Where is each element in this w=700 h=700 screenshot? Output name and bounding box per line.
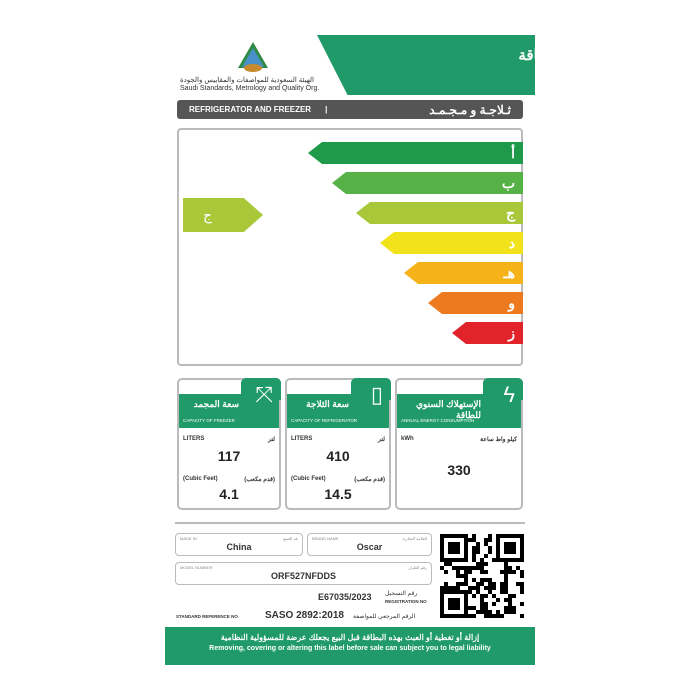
- footer-ar: إزالة أو تغطية أو العبث بهذه البطاقة قبل…: [220, 633, 480, 642]
- lightning-icon: ϟ: [503, 382, 515, 407]
- origin-field: MADE IN بلد الصنع China: [175, 533, 303, 556]
- label-title-ar: بطاقة كفاءة الطاقة: [518, 47, 638, 64]
- rating-indicator: ج: [183, 198, 263, 232]
- model-label-en: MODEL NUMBER: [180, 565, 213, 570]
- energy-value: 330: [447, 462, 471, 478]
- fridge-title-en: CAPACITY OF REFRIGERATOR: [291, 418, 358, 423]
- freezer-title-ar: سعة المجمد: [193, 399, 239, 409]
- energy-class-bar: و: [428, 292, 523, 314]
- label-title-en: ENERGY EFFICIENCY LABEL: [539, 75, 638, 82]
- cuft-label-en: (Cubic Feet): [291, 476, 326, 482]
- origin-label-en: MADE IN: [180, 536, 197, 541]
- brand-value: Oscar: [356, 542, 383, 552]
- liters-label-ar: لتر: [268, 437, 275, 443]
- standard-label-ar: الرقم المرجعي للمواصفة: [353, 614, 416, 620]
- origin-label-ar: بلد الصنع: [283, 536, 298, 541]
- qr-code: [440, 534, 524, 618]
- energy-title-en: ANNUAL ENERGY CONSUMPTION: [401, 418, 475, 423]
- energy-class-bar: ز: [452, 322, 523, 344]
- energy-title-ar: الإستهلاك السنوي للطاقة: [415, 399, 481, 420]
- fridge-cuft: 14.5: [324, 486, 352, 502]
- model-value: ORF527NFDDS: [270, 571, 336, 581]
- brand-label-en: BRAND NAME: [312, 536, 339, 541]
- standard-number: SASO 2892:2018: [265, 610, 344, 621]
- brand-field: BRAND NAME العلامة التجارية Oscar: [307, 533, 432, 556]
- unit-label-en: kWh: [401, 436, 414, 442]
- expand-arrows-icon: ⤧: [255, 382, 273, 407]
- freezer-capacity-box: سعة المجمد CAPACITY OF FREEZER ⤧ LITERS ل…: [177, 378, 281, 510]
- model-label-ar: رقم الطراز: [408, 565, 427, 570]
- origin-value: China: [226, 542, 252, 552]
- brand-label-ar: العلامة التجارية: [402, 536, 427, 541]
- liters-label-ar: لتر: [378, 437, 385, 443]
- energy-class-bar: ج: [356, 202, 523, 224]
- category-ar: ثـلاجـة و مـجـمـد: [429, 102, 511, 117]
- category-bar: REFRIGERATOR AND FREEZER | ثـلاجـة و مـج…: [177, 100, 523, 119]
- registration-label-ar: رقم التسجيل: [385, 591, 418, 597]
- saso-logo: [238, 42, 268, 72]
- header-banner: [317, 35, 535, 95]
- footer-en: Removing, covering or altering this labe…: [209, 645, 491, 652]
- model-field: MODEL NUMBER رقم الطراز ORF527NFDDS: [175, 562, 432, 585]
- org-name-ar: الهيئة السعودية للمواصفات والمقاييس والج…: [180, 77, 315, 84]
- efficiency-scale: أ ب ج د هـ و ز: [177, 128, 523, 366]
- registration-number: E67035/2023: [318, 592, 372, 602]
- energy-class-bar: د: [380, 232, 523, 254]
- fridge-capacity-box: سعة الثلاجة CAPACITY OF REFRIGERATOR ▯ LI…: [285, 378, 391, 510]
- energy-consumption-box: الإستهلاك السنوي للطاقة ANNUAL ENERGY CON…: [395, 378, 523, 510]
- fridge-title-ar: سعة الثلاجة: [306, 399, 349, 409]
- energy-class-bar: ب: [332, 172, 523, 194]
- category-en: REFRIGERATOR AND FREEZER: [189, 105, 312, 114]
- freezer-title-en: CAPACITY OF FREEZER: [183, 418, 235, 423]
- freezer-cuft: 4.1: [219, 486, 239, 502]
- cuft-label-ar: (قدم مكعب): [354, 477, 385, 483]
- registration-label-en: REGISTRATION NO: [385, 599, 427, 604]
- liters-label-en: LITERS: [183, 436, 205, 442]
- category-separator: |: [325, 105, 328, 114]
- legal-footer: إزالة أو تغطية أو العبث بهذه البطاقة قبل…: [165, 627, 535, 665]
- liters-label-en: LITERS: [291, 436, 313, 442]
- fridge-liters: 410: [326, 448, 350, 464]
- standard-label-en: STANDARD REFERENCE NO: [176, 614, 238, 619]
- refrigerator-icon: [649, 49, 685, 83]
- divider: [175, 522, 525, 524]
- energy-class-bar: هـ: [404, 262, 523, 284]
- milk-carton-icon: ▯: [370, 382, 383, 407]
- cuft-label-en: (Cubic Feet): [183, 476, 218, 482]
- cuft-label-ar: (قدم مكعب): [244, 477, 275, 483]
- energy-class-bar: أ: [308, 142, 523, 164]
- unit-label-ar: كيلو واط ساعة: [480, 437, 517, 443]
- org-name-en: Saudi Standards, Metrology and Quality O…: [180, 85, 320, 92]
- freezer-liters: 117: [217, 448, 241, 464]
